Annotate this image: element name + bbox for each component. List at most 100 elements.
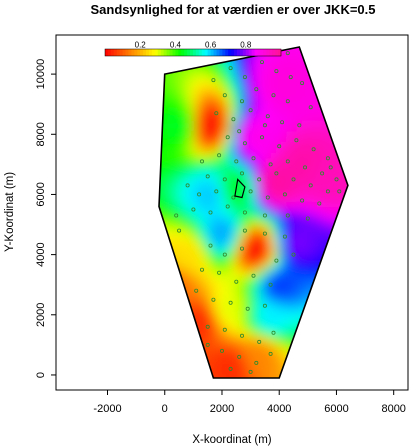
heat-cell xyxy=(265,119,272,126)
heat-cell xyxy=(358,158,364,164)
heat-cell xyxy=(224,92,231,99)
heat-cell xyxy=(312,39,318,45)
heat-cell xyxy=(363,244,369,250)
sample-point xyxy=(259,135,264,140)
heat-cell xyxy=(270,341,277,348)
heat-cell xyxy=(234,222,241,229)
heat-cell xyxy=(312,28,318,34)
heat-cell xyxy=(142,207,148,213)
heat-cell xyxy=(270,65,277,72)
heat-cell xyxy=(260,54,267,61)
heat-cell xyxy=(317,293,323,300)
heat-cell xyxy=(353,142,359,148)
heat-cell xyxy=(301,179,308,186)
heat-cell xyxy=(172,358,179,365)
heat-cell xyxy=(265,71,272,78)
heat-cell xyxy=(358,93,364,99)
heat-cell xyxy=(193,103,200,110)
heat-cell xyxy=(332,114,339,121)
heat-cell xyxy=(244,92,251,99)
heat-cell xyxy=(301,341,308,348)
heat-cell xyxy=(255,276,261,283)
heat-cell xyxy=(306,260,313,267)
heat-cell xyxy=(296,244,303,251)
heat-cell xyxy=(224,239,231,245)
heat-cell xyxy=(255,184,261,191)
heat-cell xyxy=(296,358,303,365)
heat-cell xyxy=(332,157,339,164)
heat-cell xyxy=(162,201,169,208)
heat-cell xyxy=(172,206,179,213)
heat-cell xyxy=(270,266,277,273)
heat-cell xyxy=(208,276,215,283)
heat-cell xyxy=(172,336,179,343)
heat-cell xyxy=(322,184,328,191)
heat-cell xyxy=(183,130,189,137)
heat-cell xyxy=(142,98,148,104)
heat-cell xyxy=(275,233,282,240)
heat-cell xyxy=(177,233,184,240)
heat-cell xyxy=(286,195,292,202)
heat-cell xyxy=(239,222,246,229)
heat-cell xyxy=(255,152,261,159)
heat-cell xyxy=(193,190,200,197)
heat-cell xyxy=(142,142,148,148)
legend-swatch xyxy=(193,49,197,56)
heat-cell xyxy=(183,363,189,370)
heat-cell xyxy=(348,244,354,250)
heat-cell xyxy=(327,374,334,378)
heat-cell xyxy=(291,98,297,105)
heat-cell xyxy=(183,152,189,159)
heat-cell xyxy=(208,163,215,170)
sample-point xyxy=(225,204,230,209)
heat-cell xyxy=(255,255,261,262)
heat-cell xyxy=(203,179,210,186)
heat-cell xyxy=(162,314,169,321)
heat-cell xyxy=(229,239,236,245)
heat-cell xyxy=(177,92,184,99)
heat-cell xyxy=(322,201,328,208)
heat-cell xyxy=(250,358,256,365)
legend-swatch xyxy=(231,49,235,56)
heat-cell xyxy=(224,309,231,316)
heat-cell xyxy=(265,92,272,99)
heat-cell xyxy=(327,298,334,305)
sample-point xyxy=(205,324,210,329)
heat-cell xyxy=(270,325,277,332)
heat-cell xyxy=(224,179,231,186)
heat-cell xyxy=(322,304,328,310)
heat-cell xyxy=(183,60,189,67)
heat-cell xyxy=(306,325,313,332)
heat-cell xyxy=(208,271,215,278)
heat-cell xyxy=(159,314,164,321)
sample-point xyxy=(320,171,325,176)
heat-cell xyxy=(162,266,169,273)
heat-cell xyxy=(332,282,339,289)
heat-cell xyxy=(275,368,282,375)
heat-cell xyxy=(286,119,292,126)
heat-cell xyxy=(193,81,200,88)
heat-cell xyxy=(183,217,189,224)
heat-cell xyxy=(342,130,348,137)
heat-cell xyxy=(270,222,277,229)
heat-cell xyxy=(286,184,292,191)
heat-cell xyxy=(183,271,189,278)
sample-point xyxy=(228,66,233,71)
heat-cell xyxy=(286,217,292,224)
heat-cell xyxy=(353,369,359,375)
heat-cell xyxy=(159,276,164,283)
heat-cell xyxy=(296,28,302,34)
heat-cell xyxy=(188,228,194,235)
heat-cell xyxy=(317,28,323,34)
heat-cell xyxy=(229,271,236,278)
heat-cell xyxy=(177,336,184,343)
heat-cell xyxy=(270,92,277,99)
heat-cell xyxy=(363,266,369,272)
heat-cell xyxy=(280,271,287,278)
heat-cell xyxy=(280,276,287,283)
heat-cell xyxy=(275,255,282,262)
heat-cell xyxy=(275,184,282,191)
heat-cell xyxy=(147,71,153,77)
heat-cell xyxy=(280,76,287,83)
heat-cell xyxy=(177,184,184,191)
